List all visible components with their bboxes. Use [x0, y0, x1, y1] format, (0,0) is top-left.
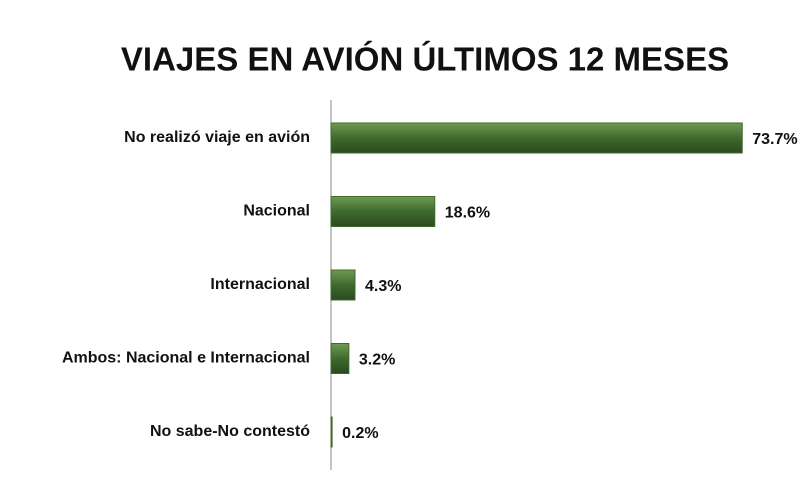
data-label: 4.3%	[365, 278, 401, 295]
category-label: No sabe-No contestó	[150, 423, 310, 440]
category-label: No realizó viaje en avión	[124, 129, 310, 146]
bar	[330, 196, 436, 227]
data-label: 0.2%	[342, 425, 378, 442]
bar	[330, 416, 333, 448]
data-label: 18.6%	[445, 205, 490, 222]
category-label: Ambos: Nacional e Internacional	[62, 350, 310, 367]
data-label: 73.7%	[752, 131, 797, 148]
category-label: Nacional	[243, 203, 310, 220]
bar	[330, 122, 743, 154]
data-label: 3.2%	[359, 352, 395, 369]
chart-title: VIAJES EN AVIÓN ÚLTIMOS 12 MESES	[121, 41, 729, 78]
bar	[330, 269, 356, 301]
category-label: Internacional	[210, 276, 310, 293]
bar	[330, 343, 350, 374]
